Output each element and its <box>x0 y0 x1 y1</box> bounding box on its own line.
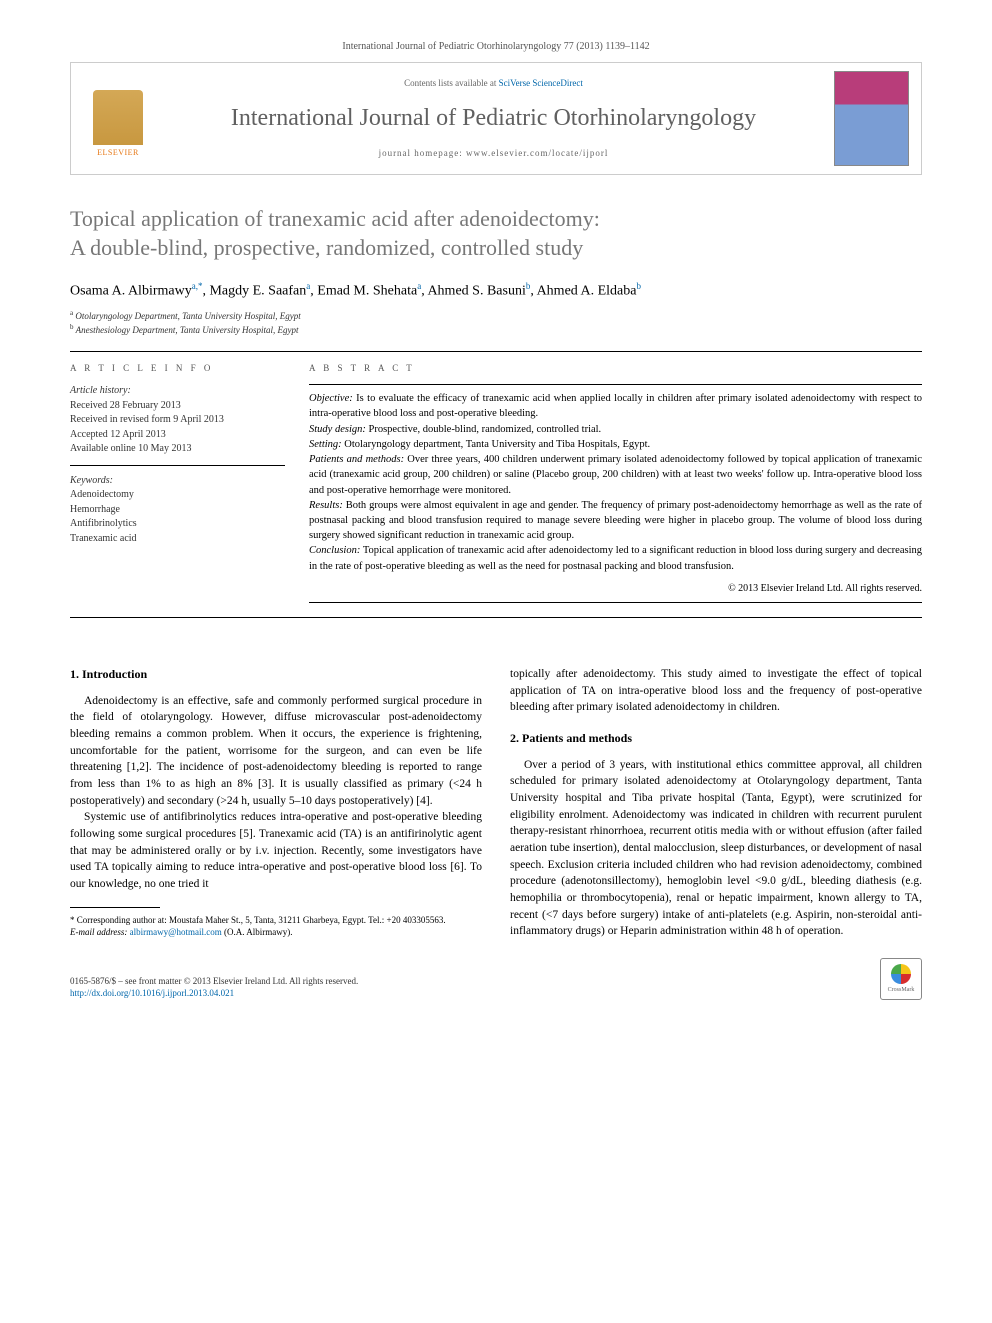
author-list: Osama A. Albirmawya,*, Magdy E. Saafana,… <box>70 280 922 301</box>
footer-left: 0165-5876/$ – see front matter © 2013 El… <box>70 975 358 1000</box>
author-1-corr: * <box>198 281 203 291</box>
divider <box>70 351 922 352</box>
keyword-1: Adenoidectomy <box>70 488 285 503</box>
history-3: Accepted 12 April 2013 <box>70 428 285 443</box>
history-1: Received 28 February 2013 <box>70 399 285 414</box>
section-2-heading: 2. Patients and methods <box>510 730 922 747</box>
abs-lead-2: Setting: <box>309 439 342 450</box>
right-column: topically after adenoidectomy. This stud… <box>510 666 922 940</box>
article-info-column: A R T I C L E I N F O Article history: R… <box>70 362 285 609</box>
contents-line: Contents lists available at SciVerse Sci… <box>163 77 824 90</box>
aff-a-sup: a <box>70 309 73 317</box>
abstract-body: Objective: Is to evaluate the efficacy o… <box>309 391 922 574</box>
abs-lead-1: Study design: <box>309 424 366 435</box>
corresponding-author-note: * Corresponding author at: Moustafa Mahe… <box>70 914 482 927</box>
footnote-separator <box>70 907 160 908</box>
email-label: E-mail address: <box>70 927 130 937</box>
crossmark-icon <box>891 964 911 984</box>
history-2: Received in revised form 9 April 2013 <box>70 413 285 428</box>
author-3: Emad M. Shehata <box>317 284 417 299</box>
abstract-top-rule <box>309 384 922 385</box>
journal-cover-thumbnail <box>834 71 909 166</box>
masthead-center: Contents lists available at SciVerse Sci… <box>153 77 834 160</box>
abstract-copyright: © 2013 Elsevier Ireland Ltd. All rights … <box>309 582 922 596</box>
keyword-4: Tranexamic acid <box>70 532 285 547</box>
abs-text-1: Prospective, double-blind, randomized, c… <box>366 424 601 435</box>
abstract-column: A B S T R A C T Objective: Is to evaluat… <box>309 362 922 609</box>
keyword-2: Hemorrhage <box>70 503 285 518</box>
author-1: Osama A. Albirmawy <box>70 284 192 299</box>
footnotes: * Corresponding author at: Moustafa Mahe… <box>70 914 482 939</box>
homepage-line: journal homepage: www.elsevier.com/locat… <box>163 147 824 160</box>
keywords-label: Keywords: <box>70 474 285 489</box>
abs-lead-3: Patients and methods: <box>309 454 404 465</box>
title-line-1: Topical application of tranexamic acid a… <box>70 206 600 231</box>
author-5-aff: b <box>636 281 641 291</box>
abs-lead-4: Results: <box>309 500 343 511</box>
divider-2 <box>70 617 922 618</box>
history-4: Available online 10 May 2013 <box>70 442 285 457</box>
abs-lead-5: Conclusion: <box>309 545 360 556</box>
title-line-2: A double-blind, prospective, randomized,… <box>70 235 583 260</box>
publisher-logo: ELSEVIER <box>83 79 153 159</box>
aff-b-text: Anesthesiology Department, Tanta Univers… <box>76 325 299 335</box>
abstract-label: A B S T R A C T <box>309 362 922 375</box>
article-title: Topical application of tranexamic acid a… <box>70 205 922 262</box>
doi-link[interactable]: http://dx.doi.org/10.1016/j.ijporl.2013.… <box>70 988 234 998</box>
email-line: E-mail address: albirmawy@hotmail.com (O… <box>70 926 482 939</box>
contents-prefix: Contents lists available at <box>404 78 498 88</box>
elsevier-tree-icon <box>93 90 143 145</box>
author-2-aff: a <box>306 281 310 291</box>
citation-header: International Journal of Pediatric Otorh… <box>70 40 922 54</box>
article-info-label: A R T I C L E I N F O <box>70 362 285 375</box>
abs-lead-0: Objective: <box>309 393 353 404</box>
left-column: 1. Introduction Adenoidectomy is an effe… <box>70 666 482 940</box>
aff-a-text: Otolaryngology Department, Tanta Univers… <box>75 311 300 321</box>
info-abstract-row: A R T I C L E I N F O Article history: R… <box>70 362 922 609</box>
author-2: Magdy E. Saafan <box>209 284 306 299</box>
publisher-name: ELSEVIER <box>97 147 139 158</box>
abs-text-5: Topical application of tranexamic acid a… <box>309 545 922 571</box>
affiliation-b: b Anesthesiology Department, Tanta Unive… <box>70 323 922 337</box>
author-4-aff: b <box>526 281 531 291</box>
author-5: Ahmed A. Eldaba <box>537 284 637 299</box>
page-footer: 0165-5876/$ – see front matter © 2013 El… <box>70 958 922 1000</box>
aff-b-sup: b <box>70 323 74 331</box>
intro-para-2: Systemic use of antifibrinolytics reduce… <box>70 809 482 892</box>
abstract-bottom-rule <box>309 602 922 603</box>
journal-name: International Journal of Pediatric Otorh… <box>163 102 824 136</box>
affiliations: a Otolaryngology Department, Tanta Unive… <box>70 309 922 336</box>
sciencedirect-link[interactable]: SciVerse ScienceDirect <box>499 78 583 88</box>
journal-masthead: ELSEVIER Contents lists available at Sci… <box>70 62 922 175</box>
author-4: Ahmed S. Basuni <box>427 284 525 299</box>
body-columns: 1. Introduction Adenoidectomy is an effe… <box>70 666 922 940</box>
homepage-url[interactable]: www.elsevier.com/locate/ijporl <box>466 148 608 158</box>
methods-para-1: Over a period of 3 years, with instituti… <box>510 757 922 940</box>
keyword-3: Antifibrinolytics <box>70 517 285 532</box>
abs-text-0: Is to evaluate the efficacy of tranexami… <box>309 393 922 419</box>
abs-text-2: Otolaryngology department, Tanta Univers… <box>342 439 651 450</box>
affiliation-a: a Otolaryngology Department, Tanta Unive… <box>70 309 922 323</box>
history-label: Article history: <box>70 384 285 399</box>
author-3-aff: a <box>417 281 421 291</box>
intro-continuation: topically after adenoidectomy. This stud… <box>510 666 922 716</box>
article-history: Article history: Received 28 February 20… <box>70 384 285 466</box>
intro-para-1: Adenoidectomy is an effective, safe and … <box>70 693 482 810</box>
issn-line: 0165-5876/$ – see front matter © 2013 El… <box>70 975 358 988</box>
crossmark-label: CrossMark <box>888 986 915 994</box>
homepage-prefix: journal homepage: <box>379 148 466 158</box>
keywords-block: Keywords: Adenoidectomy Hemorrhage Antif… <box>70 474 285 547</box>
crossmark-badge[interactable]: CrossMark <box>880 958 922 1000</box>
section-1-heading: 1. Introduction <box>70 666 482 683</box>
email-link[interactable]: albirmawy@hotmail.com <box>130 927 222 937</box>
email-suffix: (O.A. Albirmawy). <box>222 927 293 937</box>
abs-text-4: Both groups were almost equivalent in ag… <box>309 500 922 541</box>
